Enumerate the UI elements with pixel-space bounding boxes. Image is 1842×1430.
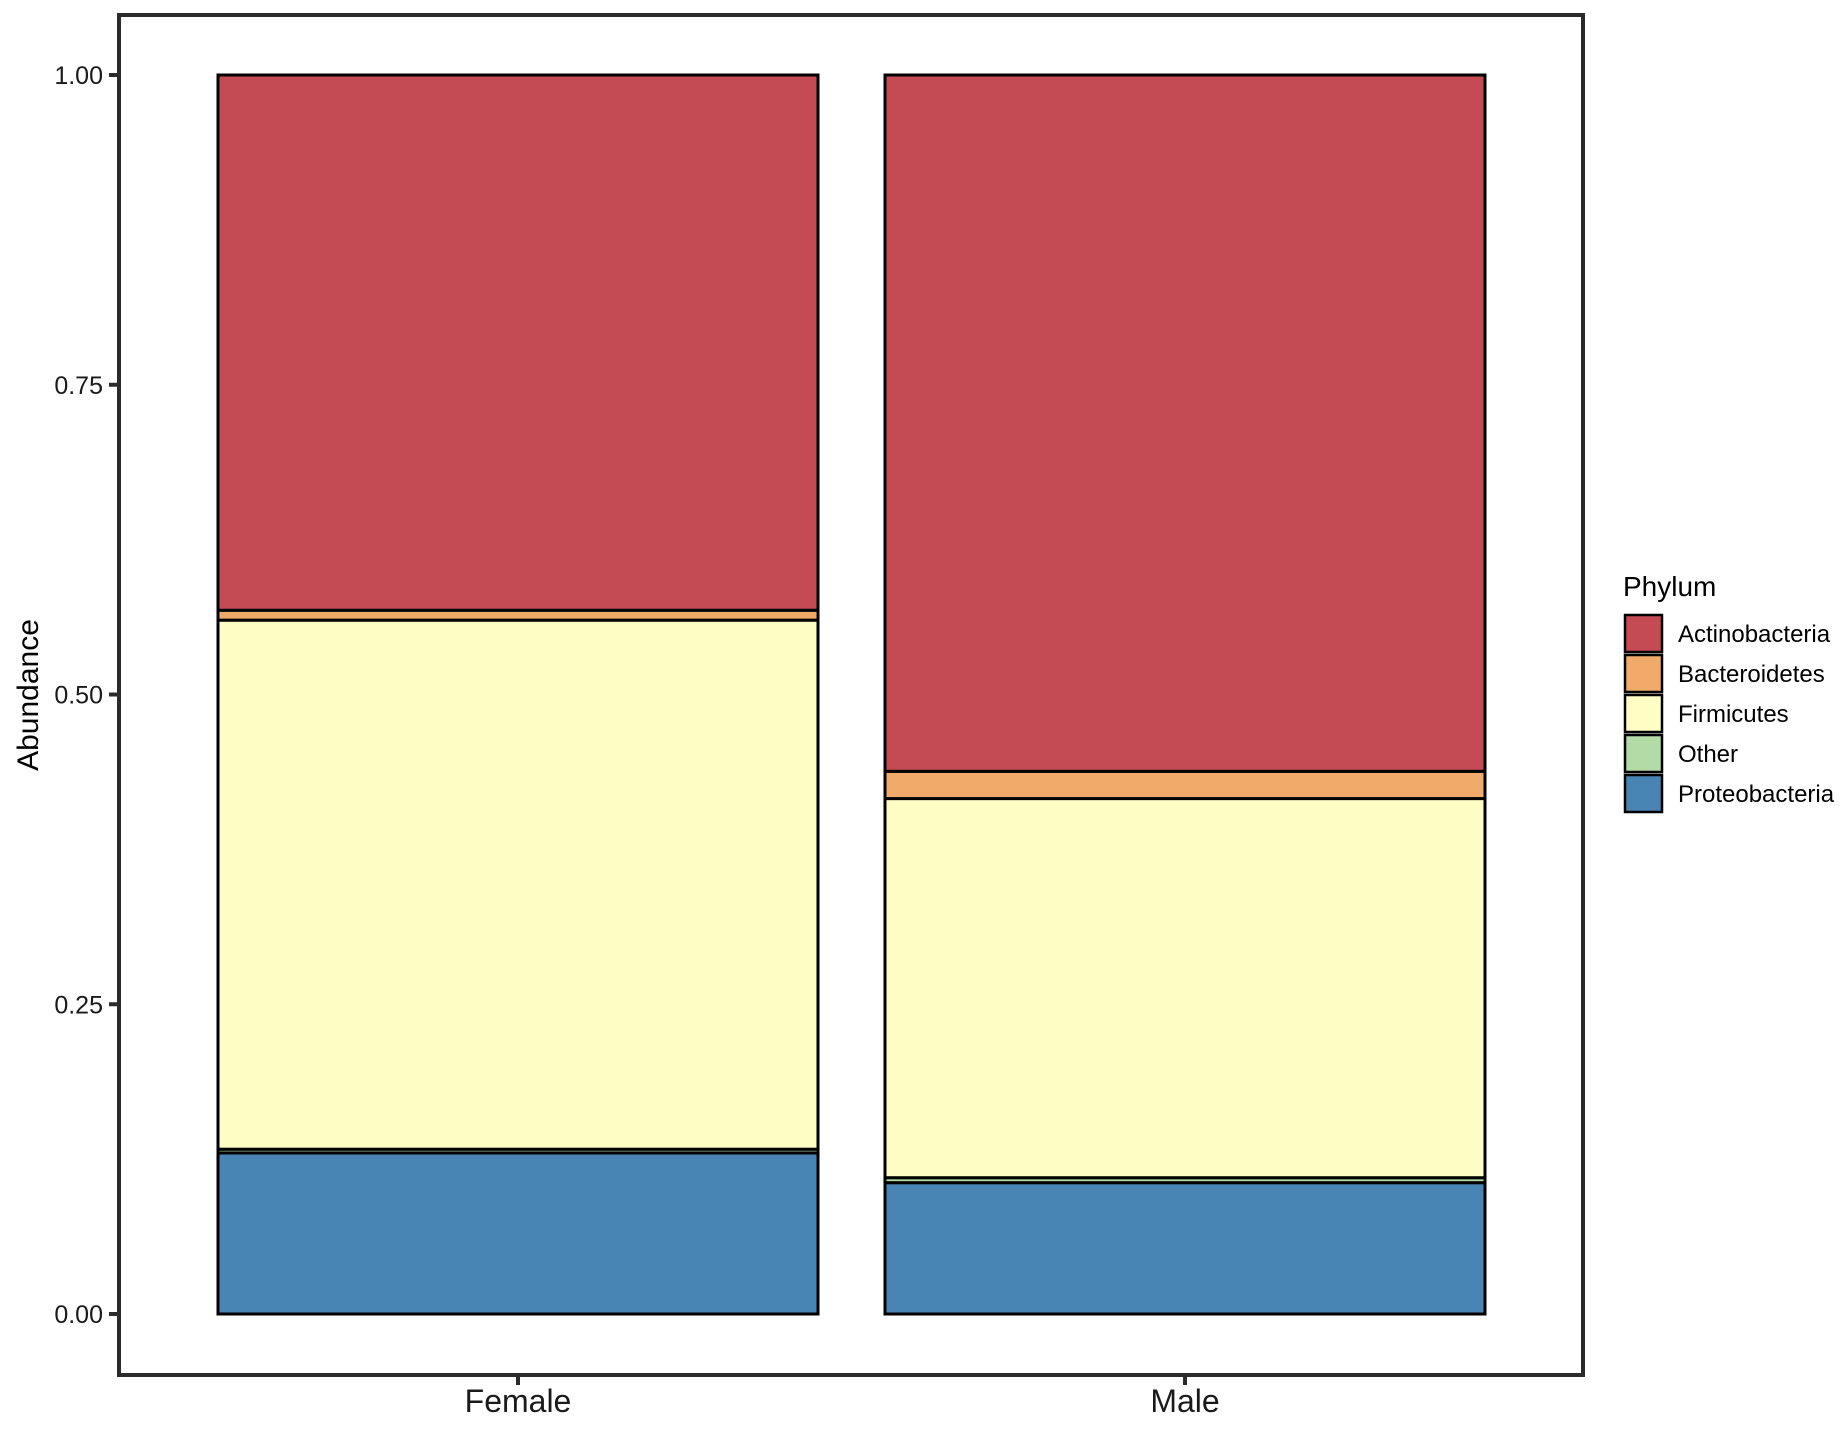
bar-segment-female-proteobacteria [216, 1151, 820, 1316]
bar-segment-female-actinobacteria [216, 73, 820, 612]
legend-swatch-proteobacteria [1623, 773, 1664, 814]
y-axis-title: Abundance [12, 619, 45, 771]
legend-swatch-firmicutes [1623, 693, 1664, 734]
bar-segment-male-firmicutes [883, 797, 1487, 1180]
legend-label-proteobacteria: Proteobacteria [1678, 781, 1835, 808]
x-axis: Female Male [465, 1375, 1220, 1419]
legend-label-bacteroidetes: Bacteroidetes [1678, 661, 1825, 688]
bar-segment-male-bacteroidetes [883, 769, 1487, 801]
y-tick-label: 0.50 [54, 682, 103, 710]
legend-swatch-other [1623, 733, 1664, 774]
legend-swatch-actinobacteria [1623, 613, 1664, 654]
bar-segment-male-proteobacteria [883, 1181, 1487, 1316]
legend: Phylum Actinobacteria Bacteroidetes Firmic… [1623, 571, 1835, 814]
legend-items: Actinobacteria Bacteroidetes Firmicutes Oth… [1623, 613, 1835, 814]
bar-segment-female-firmicutes [216, 618, 820, 1151]
legend-swatch-bacteroidetes [1623, 653, 1664, 694]
bars-group [216, 73, 1487, 1316]
y-tick-label: 0.00 [54, 1301, 103, 1329]
y-tick-label: 0.75 [54, 372, 103, 400]
legend-label-actinobacteria: Actinobacteria [1678, 621, 1831, 648]
y-tick-label: 0.25 [54, 991, 103, 1019]
bar-segment-male-actinobacteria [883, 73, 1487, 773]
legend-title: Phylum [1623, 571, 1716, 602]
legend-label-other: Other [1678, 741, 1738, 768]
x-tick-label-male: Male [1150, 1383, 1219, 1419]
y-axis: 0.00 0.25 0.50 0.75 1.00 [54, 62, 119, 1329]
legend-label-firmicutes: Firmicutes [1678, 701, 1789, 728]
y-tick-label: 1.00 [54, 62, 103, 90]
x-tick-label-female: Female [465, 1383, 572, 1419]
